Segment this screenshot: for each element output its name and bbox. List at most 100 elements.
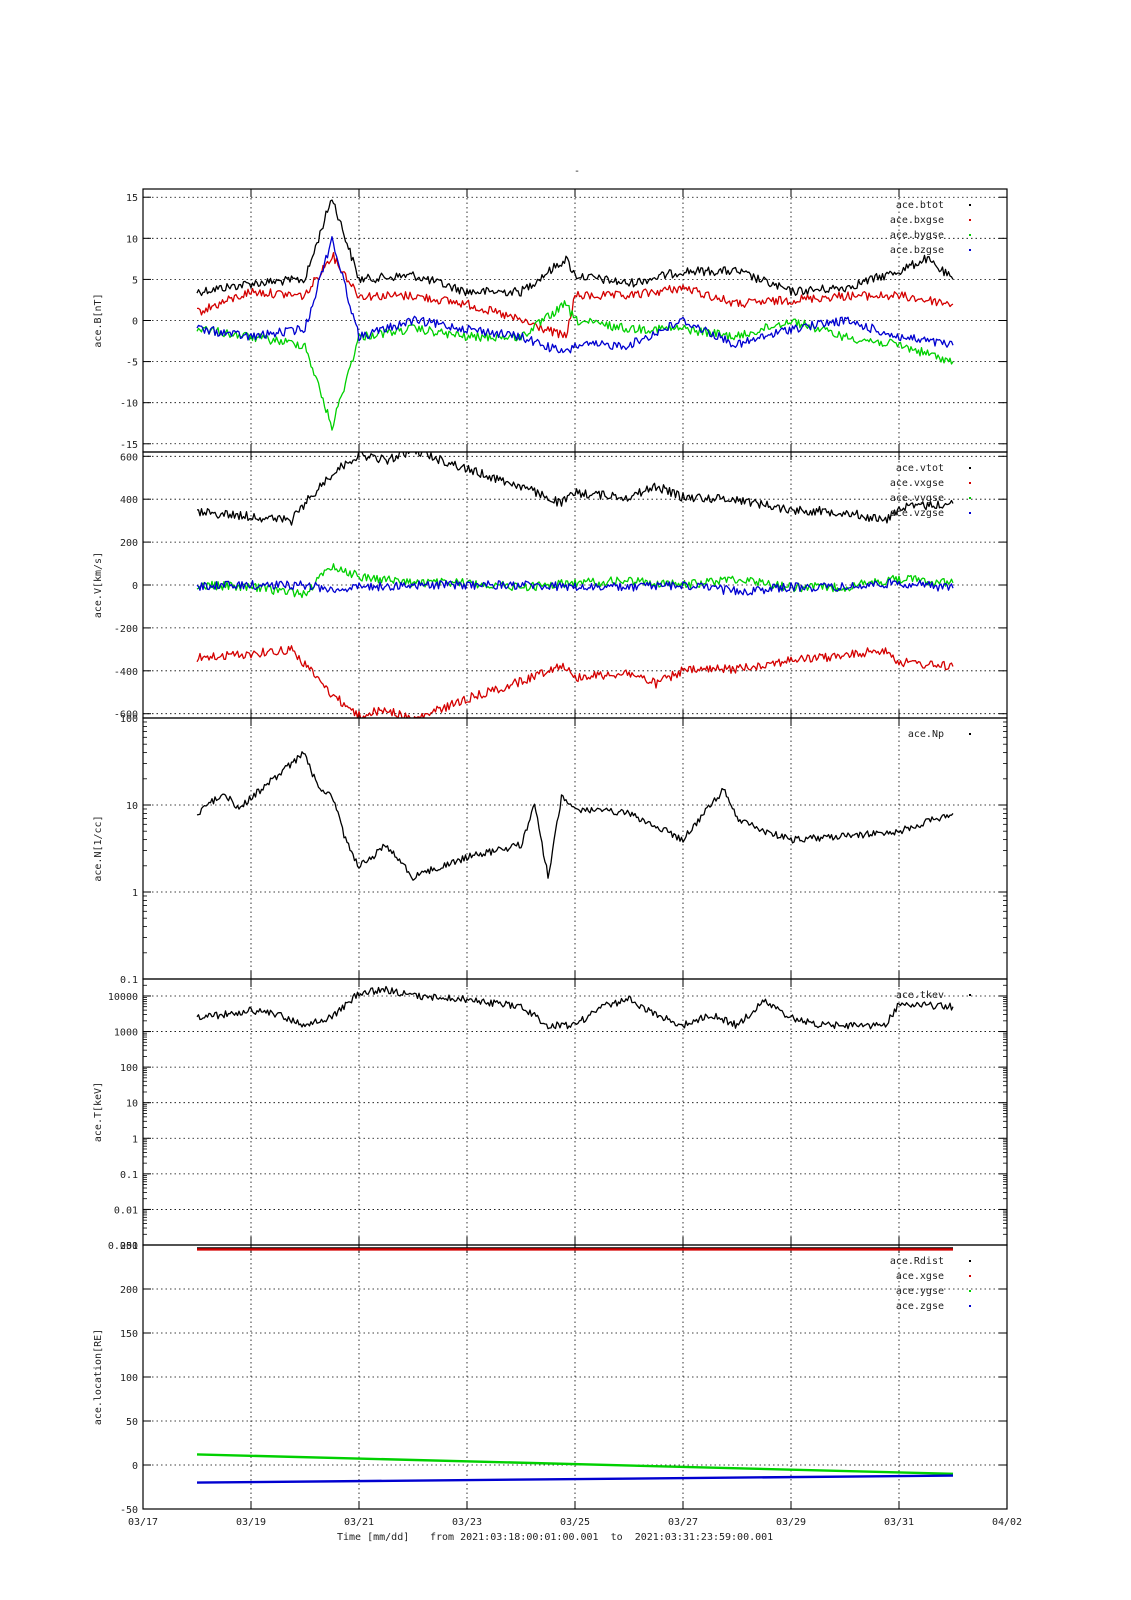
- series-ace.bxgse: [197, 251, 954, 339]
- x-tick-label: 04/02: [992, 1517, 1022, 1528]
- x-tick-label: 03/29: [776, 1517, 806, 1528]
- series-group: [196, 751, 954, 881]
- panel-2: 100 10 1 0.1 ace.N[1/cc] ace.Np: [93, 714, 1008, 986]
- legend-marker: [969, 467, 971, 469]
- x-tick-label: 03/23: [452, 1517, 482, 1528]
- series-group: [196, 1247, 954, 1484]
- y-tick-label: 1: [132, 1134, 138, 1145]
- y-ticks: 15 10 5 0 -5 -10 -15: [120, 189, 1008, 452]
- y-tick-label: -600: [114, 710, 138, 721]
- legend-label: ace.Rdist: [890, 1256, 944, 1267]
- x-tick-label: 03/25: [560, 1517, 590, 1528]
- y-tick-label: 0.001: [108, 1241, 138, 1252]
- x-tick-label: 03/27: [668, 1517, 698, 1528]
- y-ticks: 600 400 200 0 -200 -400 -600: [114, 452, 1008, 721]
- x-tick-label: 03/31: [884, 1517, 914, 1528]
- y-tick-label: 5: [132, 275, 138, 286]
- y-ticks: 250 200 150 100 50 0 -50: [120, 1241, 1008, 1516]
- legend: ace.vtot ace.vxgse ace.vygse ace.vzgse: [890, 463, 971, 519]
- grid: [143, 189, 1007, 452]
- grid: [143, 1245, 1007, 1509]
- legend-label: ace.xgse: [896, 1271, 944, 1282]
- legend-label: ace.vzgse: [890, 508, 944, 519]
- y-tick-label: 0: [132, 317, 138, 328]
- legend-marker: [969, 994, 971, 996]
- legend-marker: [969, 1260, 971, 1262]
- series-ace.vzgse: [196, 578, 954, 596]
- y-tick-label: 1000: [114, 1028, 138, 1039]
- legend: ace.Np: [908, 729, 971, 740]
- y-tick-label: 1: [132, 888, 138, 899]
- legend-marker: [969, 482, 971, 484]
- legend-marker: [969, 512, 971, 514]
- y-tick-label: 200: [120, 1285, 138, 1296]
- legend-label: ace.btot: [896, 200, 944, 211]
- y-axis-label: ace.N[1/cc]: [93, 815, 104, 881]
- y-tick-label: -200: [114, 624, 138, 635]
- y-tick-label: 150: [120, 1329, 138, 1340]
- y-tick-label: 600: [120, 452, 138, 463]
- legend-label: ace.bxgse: [890, 215, 944, 226]
- y-tick-label: 10: [126, 1099, 138, 1110]
- series-ace.bygse: [196, 300, 954, 431]
- legend: ace.tkev: [896, 990, 971, 1001]
- x-axis: 03/17 03/19 03/21 03/23 03/25 03/27 03/29 03/31…: [128, 1517, 1022, 1528]
- y-tick-label: -400: [114, 667, 138, 678]
- panel-0: 15 10 5 0 -5 -10 -15 ace.B[nT] ace.btot ace.bxgse…: [93, 188, 1008, 453]
- panels: 151050-5-10-15ace.B[nT]ace.btotace.bxgse…: [93, 188, 1008, 1516]
- y-tick-label: 0.1: [120, 975, 138, 986]
- legend-label: ace.Np: [908, 729, 944, 740]
- series-ace.bzgse: [196, 236, 954, 354]
- legend-marker: [969, 1305, 971, 1307]
- legend-label: ace.vygse: [890, 493, 944, 504]
- panel-3: 10000 1000 100 10 1 0.1 0.01 0.001 ace.T[keV] ace…: [93, 978, 1008, 1252]
- panel-1: 600 400 200 0 -200 -400 -600 ace.V[km/s] ace.vto…: [93, 451, 1008, 721]
- y-tick-label: 200: [120, 538, 138, 549]
- y-tick-label: -5: [126, 358, 138, 369]
- x-axis-range-label: from 2021:03:18:00:01:00.001 to 2021:03:…: [430, 1532, 773, 1543]
- legend-label: ace.bzgse: [890, 245, 944, 256]
- legend-label: ace.zgse: [896, 1301, 944, 1312]
- series-ace.vtot: [196, 452, 954, 526]
- legend-marker: [969, 219, 971, 221]
- grid: [143, 979, 1007, 1245]
- legend-marker: [969, 234, 971, 236]
- series-group: [196, 985, 954, 1030]
- y-tick-label: -50: [120, 1505, 138, 1516]
- y-tick-label: 0.01: [114, 1205, 138, 1216]
- x-tick-label: 03/21: [344, 1517, 374, 1528]
- x-tick-label: 03/19: [236, 1517, 266, 1528]
- y-tick-label: 100: [120, 1373, 138, 1384]
- series-ace.ygse: [196, 1453, 954, 1475]
- figure-title: -: [574, 166, 580, 177]
- legend-marker: [969, 249, 971, 251]
- x-axis-label: Time [mm/dd]: [337, 1532, 409, 1543]
- y-axis-label: ace.B[nT]: [93, 293, 104, 347]
- y-ticks: 100 10 1 0.1: [120, 714, 1008, 986]
- y-tick-label: 100: [120, 714, 138, 725]
- y-tick-label: 0.1: [120, 1170, 138, 1181]
- y-axis-label: ace.location[RE]: [93, 1329, 104, 1425]
- y-tick-label: 10: [126, 801, 138, 812]
- legend-marker: [969, 733, 971, 735]
- y-tick-label: 15: [126, 193, 138, 204]
- series-ace.vygse: [196, 563, 954, 599]
- y-tick-label: 400: [120, 495, 138, 506]
- legend-label: ace.vxgse: [890, 478, 944, 489]
- legend-label: ace.vtot: [896, 463, 944, 474]
- panel-frame: [142, 1244, 1008, 1510]
- legend-label: ace.tkev: [896, 990, 944, 1001]
- y-tick-label: 10: [126, 234, 138, 245]
- legend: ace.Rdist ace.xgse ace.ygse ace.zgse: [890, 1256, 971, 1312]
- series-ace.tkev: [196, 985, 954, 1030]
- x-tick-label: 03/17: [128, 1517, 158, 1528]
- grid: [143, 718, 1007, 979]
- y-tick-label: 0: [132, 1461, 138, 1472]
- y-tick-label: -10: [120, 399, 138, 410]
- series-ace.vxgse: [196, 645, 954, 718]
- legend-marker: [969, 1290, 971, 1292]
- y-axis-label: ace.T[keV]: [93, 1082, 104, 1142]
- legend-label: ace.ygse: [896, 1286, 944, 1297]
- legend-marker: [969, 204, 971, 206]
